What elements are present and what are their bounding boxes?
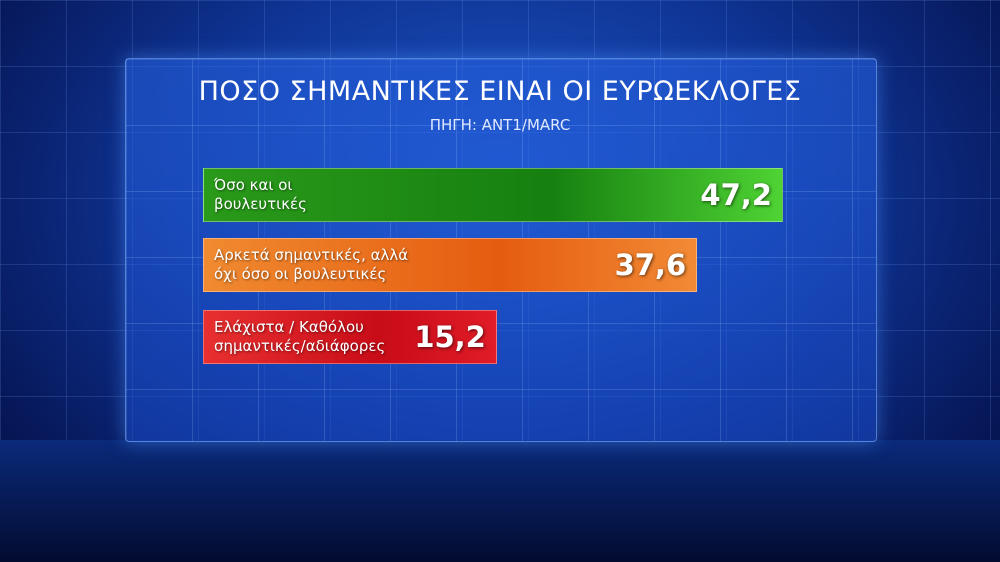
bar: Ελάχιστα / Καθόλου σημαντικές/αδιάφορες 1… <box>203 310 497 364</box>
bar-label: Ελάχιστα / Καθόλου σημαντικές/αδιάφορες <box>214 318 386 355</box>
data-label: 15,2 <box>414 320 486 354</box>
chart-subtitle: ΠΗΓΗ: ΑΝΤ1/MARC <box>429 116 571 134</box>
chart-title: ΠΟΣΟ ΣΗΜΑΝΤΙΚΕΣ ΕΙΝΑΙ ΟΙ ΕΥΡΩΕΚΛΟΓΕΣ <box>198 76 802 107</box>
background-floor <box>0 440 1000 562</box>
bar: Όσο και οι βουλευτικές 47,2 <box>203 168 783 222</box>
bar-label: Αρκετά σημαντικές, αλλά όχι όσο οι βουλε… <box>214 246 409 283</box>
bar: Αρκετά σημαντικές, αλλά όχι όσο οι βουλε… <box>203 238 698 292</box>
data-label: 37,6 <box>614 248 687 282</box>
bar-label: Όσο και οι βουλευτικές <box>214 176 307 213</box>
data-label: 47,2 <box>700 178 772 212</box>
